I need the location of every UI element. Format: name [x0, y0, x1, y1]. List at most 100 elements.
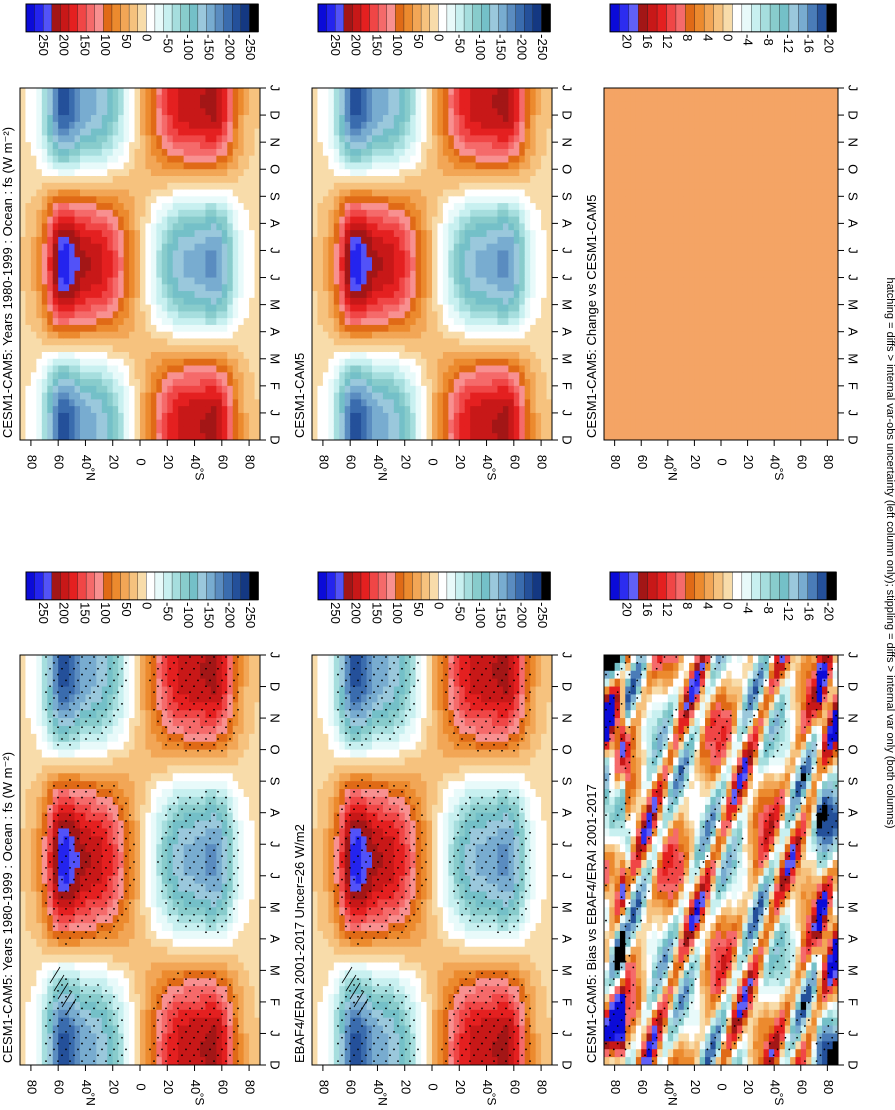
heatmap-cell [465, 892, 471, 900]
heatmap-cell [383, 750, 389, 758]
heatmap-cell [47, 734, 53, 742]
stipple-dot [117, 674, 119, 676]
heatmap-cell [487, 773, 493, 781]
heatmap-cell [334, 1026, 340, 1034]
heatmap-cell [42, 1026, 48, 1034]
heatmap-cell [249, 852, 255, 860]
heatmap-cell [173, 947, 179, 955]
stipple-dot [157, 685, 159, 687]
stipple-dot [85, 914, 87, 916]
heatmap-cell [173, 970, 179, 978]
heatmap-cell [129, 663, 135, 671]
month-label: N [268, 713, 283, 722]
heatmap-cell [31, 750, 37, 758]
heatmap-cell [216, 718, 222, 726]
heatmap-cell [350, 750, 356, 758]
heatmap-cell [350, 663, 356, 671]
heatmap-cell [25, 923, 31, 931]
stipple-dot [205, 931, 207, 933]
stipple-dot [221, 926, 223, 928]
stipple-dot [61, 931, 63, 933]
heatmap-cell [476, 955, 482, 963]
heatmap-cell [36, 671, 42, 679]
stipple-dot [201, 902, 203, 904]
stipple-dot [69, 832, 71, 834]
heatmap-cell [129, 750, 135, 758]
stipple-dot [165, 691, 167, 693]
heatmap-cell [244, 687, 250, 695]
heatmap-cell [249, 1026, 255, 1034]
heatmap-cell [443, 923, 449, 931]
stipple-dot [229, 1054, 231, 1056]
heatmap-cell [388, 963, 394, 971]
heatmap-cell [377, 892, 383, 900]
heatmap-cell [416, 947, 422, 955]
stipple-dot [185, 715, 187, 717]
heatmap-cell [173, 773, 179, 781]
heatmap-cell [312, 1002, 318, 1010]
heatmap-cell [20, 963, 26, 971]
stipple-dot [113, 715, 115, 717]
heatmap-cell [195, 860, 201, 868]
heatmap-cell [454, 742, 460, 750]
heatmap-cell [399, 655, 405, 663]
stipple-dot [213, 1060, 215, 1062]
heatmap-cell [448, 758, 454, 766]
heatmap-cell [195, 671, 201, 679]
heatmap-cell [312, 1033, 318, 1041]
heatmap-cell [189, 663, 195, 671]
heatmap-cell [249, 923, 255, 931]
stipple-dot [177, 902, 179, 904]
heatmap-cell [432, 1002, 438, 1010]
heatmap-cell [195, 1018, 201, 1026]
heatmap-cell [334, 899, 340, 907]
heatmap-cell [151, 978, 157, 986]
heatmap-cell [25, 970, 31, 978]
heatmap-cell [102, 773, 108, 781]
heatmap-cell [410, 758, 416, 766]
heatmap-cell [36, 994, 42, 1002]
heatmap-cell [339, 726, 345, 734]
heatmap-cell [388, 1026, 394, 1034]
heatmap-cell [476, 805, 482, 813]
heatmap-cell [465, 1041, 471, 1049]
heatmap-cell [80, 1002, 86, 1010]
heatmap-cell [222, 710, 228, 718]
heatmap-cell [394, 655, 400, 663]
heatmap-cell [377, 955, 383, 963]
heatmap-cell [222, 836, 228, 844]
heatmap-cell [372, 868, 378, 876]
heatmap-cell [312, 805, 318, 813]
heatmap-cell [448, 821, 454, 829]
heatmap-cell [118, 884, 124, 892]
heatmap-cell [145, 836, 151, 844]
heatmap-cell [135, 892, 141, 900]
heatmap-cell [189, 892, 195, 900]
heatmap-cell [448, 947, 454, 955]
heatmap-cell [399, 1057, 405, 1065]
heatmap-cell [399, 726, 405, 734]
heatmap-cell [249, 679, 255, 687]
heatmap-cell [135, 718, 141, 726]
heatmap-cell [356, 765, 362, 773]
heatmap-cell [151, 742, 157, 750]
heatmap-cell [200, 947, 206, 955]
heatmap-cell [328, 1002, 334, 1010]
heatmap-cell [178, 947, 184, 955]
heatmap-cell [312, 1049, 318, 1057]
heatmap-cell [317, 899, 323, 907]
heatmap-cell [399, 742, 405, 750]
heatmap-cell [20, 742, 26, 750]
heatmap-cell [42, 1018, 48, 1026]
stipple-dot [105, 920, 107, 922]
heatmap-cell [334, 963, 340, 971]
stipple-dot [213, 1043, 215, 1045]
heatmap-cell [102, 671, 108, 679]
heatmap-cell [145, 663, 151, 671]
heatmap-cell [178, 1057, 184, 1065]
heatmap-cell [377, 687, 383, 695]
heatmap-cell [31, 742, 37, 750]
heatmap-cell [394, 1002, 400, 1010]
heatmap-cell [124, 931, 130, 939]
heatmap-cell [58, 813, 64, 821]
